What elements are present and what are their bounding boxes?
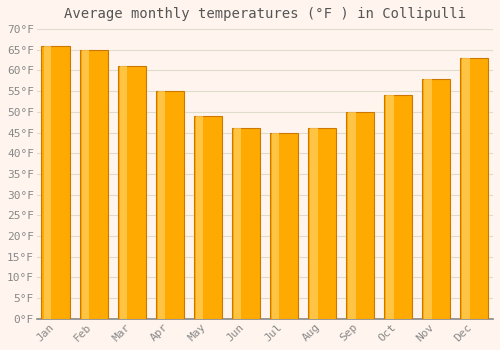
Bar [386,95,394,319]
Bar [120,66,128,319]
Bar [234,128,242,319]
Bar [462,58,469,319]
Title: Average monthly temperatures (°F ) in Collipulli: Average monthly temperatures (°F ) in Co… [64,7,466,21]
Bar [82,50,90,319]
Bar [424,79,432,319]
Bar [272,133,280,319]
Bar [80,50,108,319]
Bar [422,79,450,319]
Bar [232,128,260,319]
Bar [118,66,146,319]
Bar [44,46,52,319]
Bar [348,112,356,319]
Bar [308,128,336,319]
Bar [270,133,298,319]
Bar [42,46,70,319]
Bar [196,116,203,319]
Bar [194,116,222,319]
Bar [384,95,412,319]
Bar [310,128,318,319]
Bar [158,91,166,319]
Bar [460,58,488,319]
Bar [156,91,184,319]
Bar [346,112,374,319]
